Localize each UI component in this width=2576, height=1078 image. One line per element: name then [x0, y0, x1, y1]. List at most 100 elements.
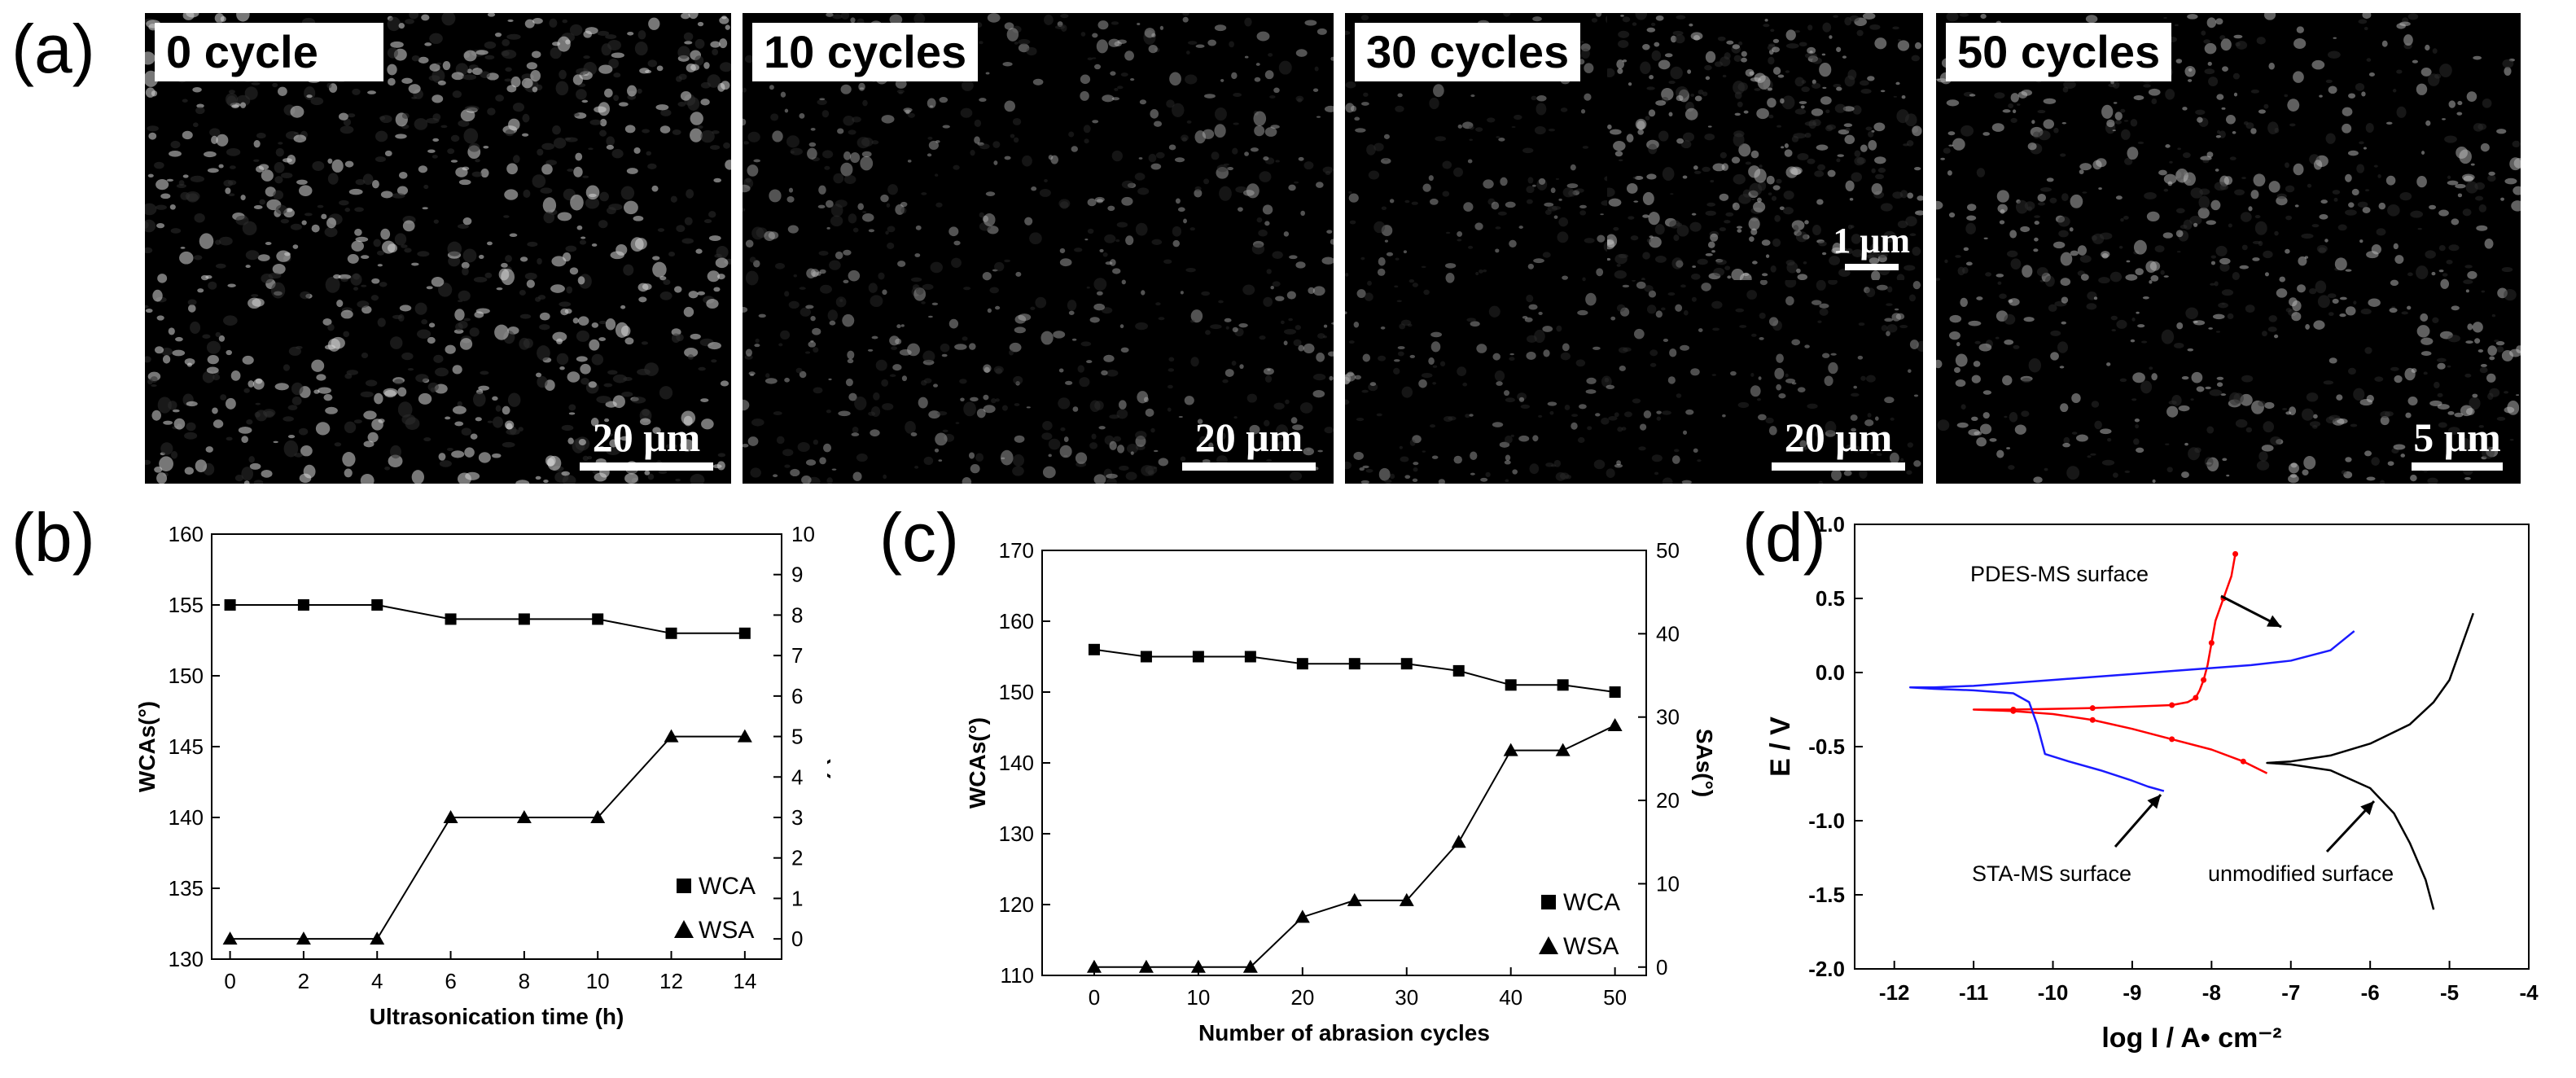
- data-point-wsa: [443, 810, 458, 823]
- data-point-wsa: [1399, 892, 1414, 906]
- y-tick-label: 135: [169, 876, 204, 901]
- y2-tick-label: 5: [791, 725, 803, 749]
- y2-tick-label: 3: [791, 805, 803, 830]
- arrow-pdes: [2220, 594, 2282, 629]
- y-axis-label: E / V: [1765, 716, 1796, 777]
- data-point-wca: [518, 613, 530, 625]
- y2-tick-label: 6: [791, 684, 803, 708]
- data-point-wca: [1505, 679, 1517, 691]
- sem-texture: [1607, 13, 1923, 280]
- y2-tick-label: 10: [791, 522, 815, 546]
- chart-c-abrasion: 0 10 20 30 40 50 110 120 130 140 150 160 170 0 10 20 30 4…: [965, 538, 1717, 1045]
- data-point-wca: [738, 627, 751, 639]
- data-point-wsa: [1451, 835, 1466, 848]
- y-tick-label: 140: [169, 805, 204, 830]
- sem-label: 50 cycles: [1946, 23, 2172, 82]
- inset-scale-bar: 1 μm: [1833, 223, 1910, 270]
- scale-bar-label: 5 μm: [2413, 414, 2501, 460]
- panel-label-b: (b): [11, 499, 95, 576]
- data-point-wsa: [1242, 959, 1258, 973]
- y2-tick-label: 9: [791, 563, 803, 587]
- data-point-wsa: [1138, 959, 1154, 973]
- data-point-pdes: [2089, 705, 2096, 712]
- y-tick-label: 0.0: [1816, 660, 1845, 685]
- data-point-wca: [592, 613, 604, 625]
- sem-image-10-cycles: 10 cycles 20 μm: [743, 13, 1334, 484]
- sem-image-0-cycle: 0 cycle 20 μm: [145, 13, 731, 484]
- y-tick-label: -1.5: [1808, 883, 1845, 907]
- scale-bar: 20 μm: [1182, 417, 1316, 471]
- y-tick-label: 130: [169, 947, 204, 971]
- data-point-pdes: [2240, 758, 2246, 765]
- y2-tick-label: 1: [791, 886, 803, 910]
- data-point-wsa: [1086, 959, 1102, 973]
- y-axis-label: WCAs(°): [134, 701, 160, 792]
- x-tick-label: -10: [2038, 980, 2069, 1005]
- x-tick-label: 2: [298, 969, 309, 993]
- data-point-wca: [371, 599, 383, 611]
- data-point-pdes: [2089, 716, 2096, 723]
- panel-label-d: (d): [1742, 499, 1826, 576]
- y2-tick-label: 0: [1656, 955, 1667, 979]
- data-point-wca: [297, 599, 309, 611]
- x-tick-label: -11: [1959, 980, 1988, 1005]
- data-point-wca: [1140, 651, 1152, 663]
- x-tick-label: 4: [371, 969, 383, 993]
- data-point-wca: [1244, 651, 1256, 663]
- annotation-unmod: unmodified surface: [2208, 861, 2394, 886]
- arrow-unmod: [2325, 800, 2376, 853]
- y2-tick-label: 50: [1656, 538, 1680, 563]
- data-point-wsa: [1190, 959, 1206, 973]
- sem-label: 10 cycles: [752, 23, 979, 82]
- inset-scale-bar-label: 1 μm: [1833, 221, 1910, 261]
- y2-tick-label: 0: [791, 927, 803, 951]
- y-tick-label: 155: [169, 593, 204, 617]
- x-tick-label: 30: [1395, 985, 1418, 1010]
- y-tick-label: 145: [169, 734, 204, 759]
- series-line-wsa: [230, 735, 745, 940]
- y-tick-label: 150: [169, 664, 204, 688]
- y-axis-label: WCAs(°): [965, 717, 990, 808]
- sem-label: 30 cycles: [1355, 23, 1581, 82]
- curve-sta: [1908, 630, 2355, 792]
- y2-tick-label: 7: [791, 643, 803, 668]
- y2-tick-label: 8: [791, 603, 803, 627]
- data-point-wca: [1192, 651, 1204, 663]
- y-tick-label: 110: [1001, 963, 1034, 988]
- scale-bar-label: 20 μm: [1784, 414, 1893, 460]
- x-tick-label: -12: [1879, 980, 1910, 1005]
- y2-axis-label: SAs(°): [827, 712, 830, 781]
- data-point-wca: [1557, 679, 1569, 691]
- y2-tick-label: 30: [1656, 705, 1680, 730]
- data-point-wsa: [1555, 743, 1571, 756]
- data-point-wca: [224, 599, 236, 611]
- data-point-wsa: [664, 729, 679, 743]
- sem-image-30-cycles: 30 cycles 1 μm 20 μm: [1345, 13, 1923, 484]
- plot-frame: [1041, 550, 1647, 976]
- data-point-wca: [665, 627, 677, 639]
- y2-tick-label: 40: [1656, 621, 1680, 646]
- plot-frame: [211, 533, 782, 960]
- data-point-wca: [1609, 686, 1621, 698]
- data-point-wsa: [1347, 892, 1362, 906]
- legend-marker: [1539, 936, 1558, 954]
- y-tick-label: 140: [999, 751, 1034, 775]
- scale-bar-label: 20 μm: [1194, 414, 1303, 460]
- x-axis-label: log I / A• cm⁻²: [2101, 1023, 2281, 1054]
- sem-label: 0 cycle: [155, 23, 383, 82]
- legend-marker: [1541, 895, 1556, 909]
- x-tick-label: 10: [1186, 985, 1210, 1010]
- scale-bar: 5 μm: [2412, 417, 2503, 471]
- y2-tick-label: 20: [1656, 788, 1680, 813]
- annotation-pdes: PDES-MS surface: [1970, 562, 2149, 586]
- y-tick-label: -0.5: [1808, 734, 1845, 759]
- y-tick-label: 170: [999, 538, 1034, 563]
- x-tick-label: -7: [2281, 980, 2300, 1005]
- y-tick-label: -1.0: [1808, 808, 1845, 833]
- panel-label-c: (c): [879, 499, 959, 576]
- data-point-wsa: [370, 931, 385, 945]
- x-tick-label: 0: [224, 969, 235, 993]
- x-tick-label: 50: [1603, 985, 1627, 1010]
- panel-label-a: (a): [11, 11, 95, 87]
- data-point-wca: [445, 613, 457, 625]
